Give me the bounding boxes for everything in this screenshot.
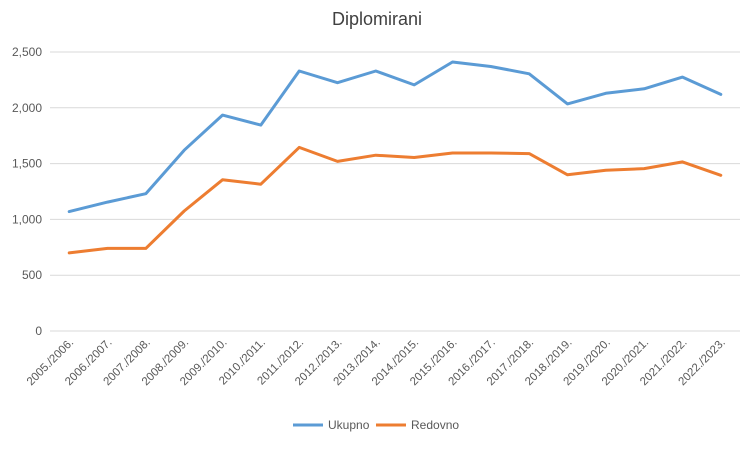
y-tick-label: 1,500 <box>12 157 42 171</box>
y-tick-label: 1,000 <box>12 212 42 226</box>
y-tick-label: 0 <box>35 324 42 338</box>
x-axis-ticks: 2005./2006.2006./2007.2007./2008.2008./2… <box>25 337 728 388</box>
gridlines <box>50 51 740 332</box>
legend-label: Redovno <box>411 418 459 432</box>
legend: Ukupno Redovno <box>293 418 459 432</box>
y-tick-label: 2,500 <box>12 45 42 59</box>
series-lines <box>67 60 723 255</box>
series-line-ukupno <box>67 60 723 214</box>
y-tick-label: 2,000 <box>12 101 42 115</box>
y-axis-ticks: 0 500 1,000 1,500 2,000 2,500 <box>12 45 42 338</box>
y-tick-label: 500 <box>22 268 42 282</box>
series-line-redovno <box>67 145 723 255</box>
chart-title: Diplomirani <box>332 9 422 29</box>
legend-label: Ukupno <box>328 418 370 432</box>
